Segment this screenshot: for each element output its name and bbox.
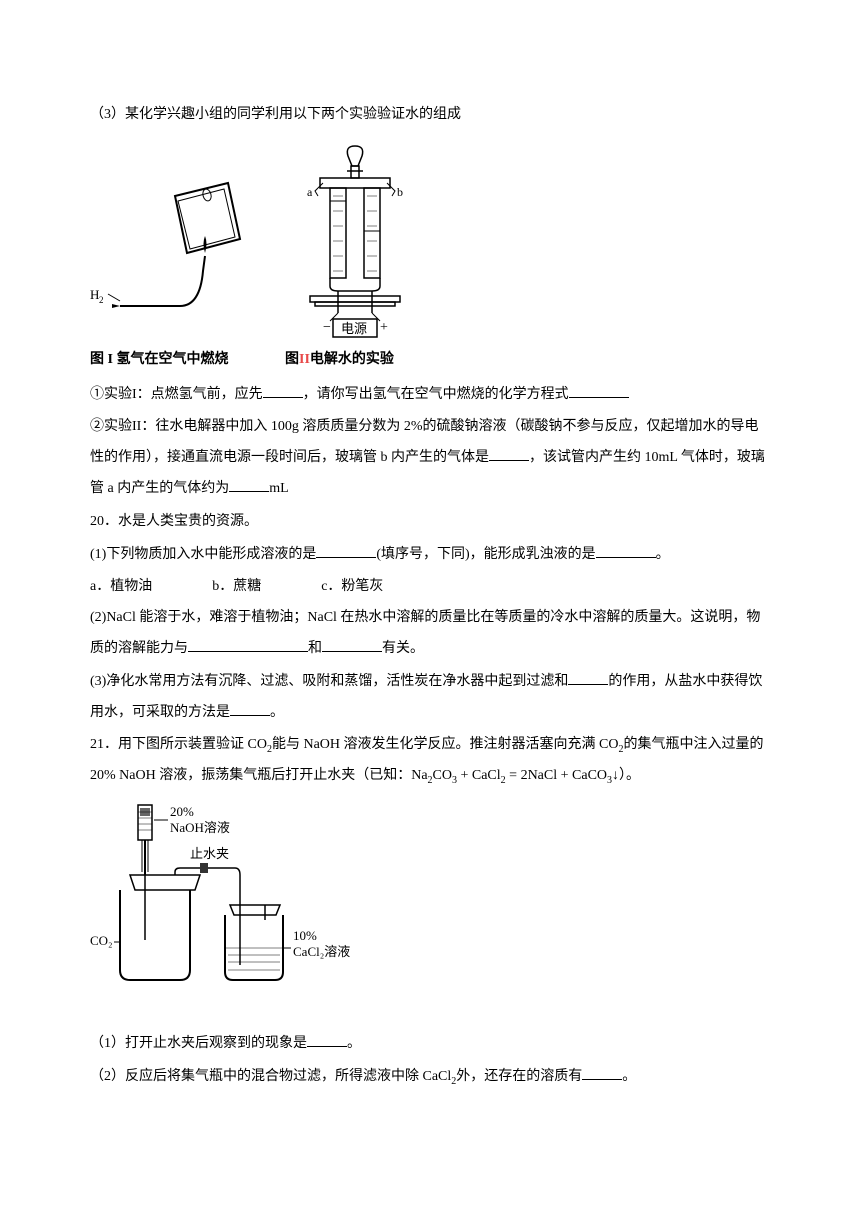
co2-naoh-apparatus: 20% NaOH溶液 止水夹 CO₂ 10% CaCl₂溶液 <box>90 800 370 1010</box>
q21: 21．用下图所示装置验证 CO2能与 NaOH 溶液发生化学反应。推注射器活塞向… <box>90 730 770 792</box>
figure-1: H 2 图 I 氢气在空气中燃烧 <box>90 171 245 376</box>
h2-label: H <box>90 287 99 302</box>
svg-text:−: − <box>323 320 331 335</box>
option-b: b．蔗糖 <box>212 572 261 603</box>
q20-1: (1)下列物质加入水中能形成溶液的是(填序号，下同)，能形成乳浊液的是。 <box>90 540 770 571</box>
figure-1-caption: 图 I 氢气在空气中燃烧 <box>90 345 228 376</box>
clamp-label: 止水夹 <box>190 846 229 861</box>
electrolysis-diagram: a b 电源 − + <box>285 141 435 341</box>
naoh-pct: 20% <box>170 804 194 819</box>
cacl2-label: CaCl₂溶液 <box>293 944 350 959</box>
figure-3: 20% NaOH溶液 止水夹 CO₂ 10% CaCl₂溶液 <box>90 800 770 1023</box>
naoh-label: NaOH溶液 <box>170 820 230 835</box>
cacl2-pct: 10% <box>293 928 317 943</box>
co2-label: CO₂ <box>90 933 113 948</box>
hydrogen-burning-diagram: H 2 <box>90 171 245 341</box>
q21-1: （1）打开止水夹后观察到的现象是。 <box>90 1029 770 1060</box>
svg-text:+: + <box>380 320 388 335</box>
question-1-line: ①实验I：点燃氢气前，应先，请你写出氢气在空气中燃烧的化学方程式 <box>90 380 770 411</box>
svg-text:2: 2 <box>99 295 104 305</box>
svg-text:a: a <box>307 185 313 199</box>
option-a: a．植物油 <box>90 572 152 603</box>
q20-2: (2)NaCl 能溶于水，难溶于植物油；NaCl 在热水中溶解的质量比在等质量的… <box>90 603 770 665</box>
paragraph-3: （3）某化学兴趣小组的同学利用以下两个实验验证水的组成 <box>90 100 770 131</box>
svg-text:b: b <box>397 185 403 199</box>
q20-title: 20．水是人类宝贵的资源。 <box>90 507 770 538</box>
q20-3: (3)净化水常用方法有沉降、过滤、吸附和蒸馏，活性炭在净水器中起到过滤和的作用，… <box>90 667 770 729</box>
option-c: c．粉笔灰 <box>321 572 383 603</box>
figure-2: a b 电源 − + <box>285 141 435 376</box>
q21-2: （2）反应后将集气瓶中的混合物过滤，所得滤液中除 CaCl2外，还存在的溶质有。 <box>90 1062 770 1093</box>
figure-2-caption: 图II电解水的实验 <box>285 345 394 376</box>
figure-row-1: H 2 图 I 氢气在空气中燃烧 a b <box>90 141 770 376</box>
power-label: 电源 <box>341 321 367 336</box>
q20-options: a．植物油 b．蔗糖 c．粉笔灰 <box>90 572 770 603</box>
question-2-line: ②实验II：往水电解器中加入 100g 溶质质量分数为 2%的硫酸钠溶液（碳酸钠… <box>90 412 770 504</box>
